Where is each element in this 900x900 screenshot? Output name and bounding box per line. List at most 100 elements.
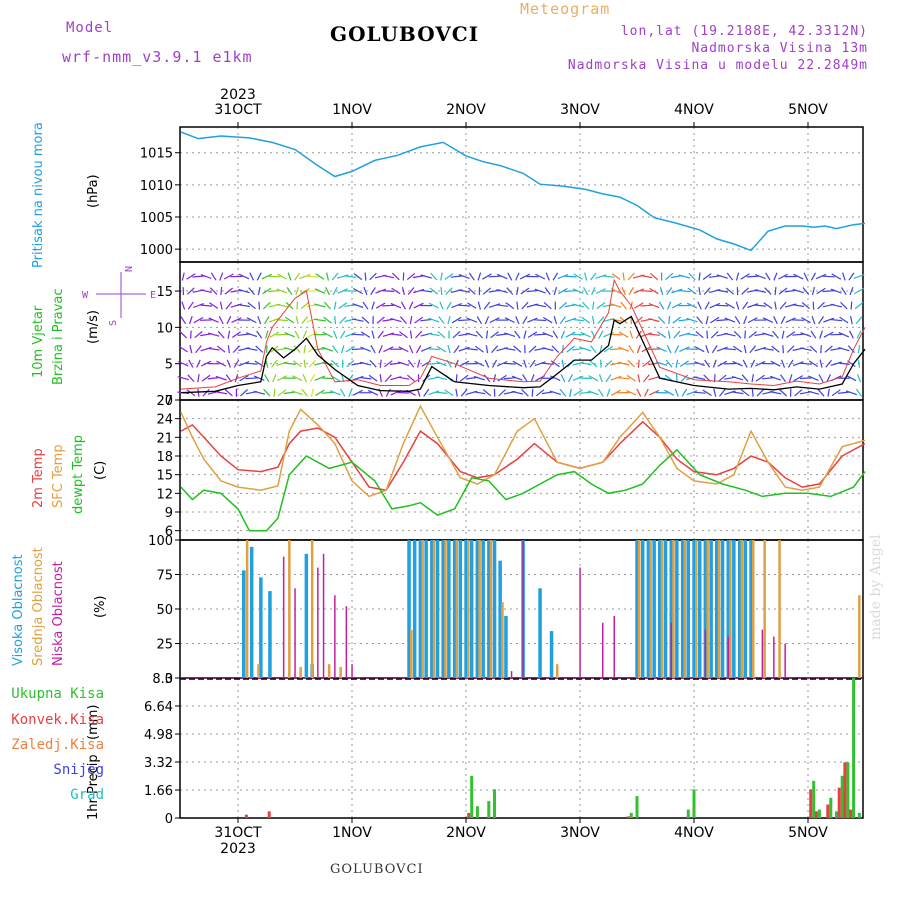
total-rain-bar (475, 806, 479, 818)
wind-barb (264, 330, 269, 339)
wind-barb (565, 331, 576, 338)
wind-unit: (m/s) (86, 310, 101, 344)
wind-barb (849, 286, 854, 296)
wind-barb (770, 360, 781, 367)
wind-barb (314, 288, 326, 294)
wind-barb (268, 289, 281, 293)
wind-barb (800, 347, 812, 351)
cloud-unit: (%) (93, 596, 108, 619)
wind-barb (602, 275, 615, 278)
wind-barb (359, 376, 372, 380)
wind-barb (231, 317, 242, 323)
high-cloud-bar (435, 540, 440, 678)
wind-barb (303, 345, 306, 354)
wind-barb (754, 289, 767, 293)
mid-cloud-bar (257, 664, 260, 678)
wind-barb (512, 360, 523, 367)
wind-barb (188, 359, 194, 368)
wind-barb (534, 303, 547, 308)
wind-barb (564, 290, 577, 292)
y-tick-label: 0 (165, 672, 173, 687)
wind-barb (238, 361, 250, 367)
wind-barb (506, 287, 514, 295)
wind-barb (694, 361, 706, 367)
wind-barb (475, 330, 484, 339)
wind-barb (409, 316, 413, 325)
wind-barb (592, 316, 595, 325)
mid-cloud-bar (717, 540, 721, 678)
wind-barb (610, 375, 622, 381)
wind-barb (391, 272, 400, 281)
bottom-x-tick-label: 5NOV (788, 825, 828, 841)
temp-dewpoint-line (180, 448, 866, 532)
wind-barb (799, 362, 812, 365)
wind-barb (552, 272, 559, 281)
high-cloud-bar (732, 540, 736, 678)
wind-barb (618, 331, 629, 338)
wind-barb (447, 345, 451, 354)
y-tick-label: 24 (156, 413, 173, 428)
wind-barb (772, 330, 779, 339)
wind-barb (187, 301, 194, 310)
wind-barb (595, 274, 607, 279)
wind-barb (291, 390, 303, 396)
wind-barb (450, 275, 463, 278)
wind-barb (300, 302, 309, 310)
wind-barb (640, 290, 653, 292)
wind-barb (734, 316, 741, 325)
wind-barb (467, 302, 477, 309)
wind-barb (303, 359, 306, 368)
total-rain-bar (857, 812, 861, 818)
wind-barb (341, 345, 345, 354)
wind-barb (483, 374, 491, 383)
wind-barb (246, 317, 257, 324)
wind-barb (848, 272, 855, 281)
compass-east: E (150, 290, 156, 301)
high-cloud-bar (452, 540, 457, 678)
wind-barb (367, 389, 379, 396)
top-x-tick-label: 2NOV (446, 102, 486, 118)
wind-barb (370, 345, 376, 354)
wind-barb (238, 273, 250, 280)
legend-total-rain: Ukupna Kisa (11, 686, 104, 702)
high-cloud-bar (549, 631, 554, 678)
wind-barb (376, 316, 385, 324)
wind-barb (458, 274, 470, 279)
wind-barb (238, 333, 250, 336)
wind-barb (644, 388, 649, 397)
wind-barb (831, 273, 842, 280)
legend-hail: Grad (70, 787, 104, 803)
wind-barb (667, 330, 671, 339)
wind-barb (710, 330, 719, 339)
wind-barb (181, 272, 185, 281)
wind-barb (781, 359, 786, 368)
wind-barb (673, 330, 681, 339)
wind-barb (705, 345, 710, 354)
wind-barb (549, 390, 561, 395)
high-cloud-bar (430, 540, 434, 678)
wind-barb (656, 346, 667, 353)
wind-barb (572, 318, 585, 322)
legend-snow: Snijeg (53, 762, 104, 778)
wind-barb (610, 303, 622, 308)
wind-barb (558, 287, 568, 295)
wind-barb (553, 316, 558, 325)
wind-barb (454, 359, 459, 368)
wind-barb (697, 301, 702, 310)
low-cloud-bar (670, 622, 672, 678)
wind-barb (678, 274, 691, 279)
wind-barb (477, 301, 481, 310)
convective-rain-bar (244, 814, 248, 818)
wind-barb (681, 388, 688, 397)
legend-freezing-rain: Zaledj.Kisa (11, 737, 104, 753)
wind-barb (543, 301, 552, 310)
wind-barb (679, 346, 690, 352)
convective-rain-bar (814, 811, 818, 818)
wind-barb (527, 317, 538, 323)
wind-barb (778, 287, 788, 295)
wind-barb (245, 362, 258, 365)
wind-barb (773, 272, 778, 281)
wind-barb (186, 287, 195, 295)
wind-barb (822, 275, 835, 278)
wind-barb (550, 360, 560, 368)
